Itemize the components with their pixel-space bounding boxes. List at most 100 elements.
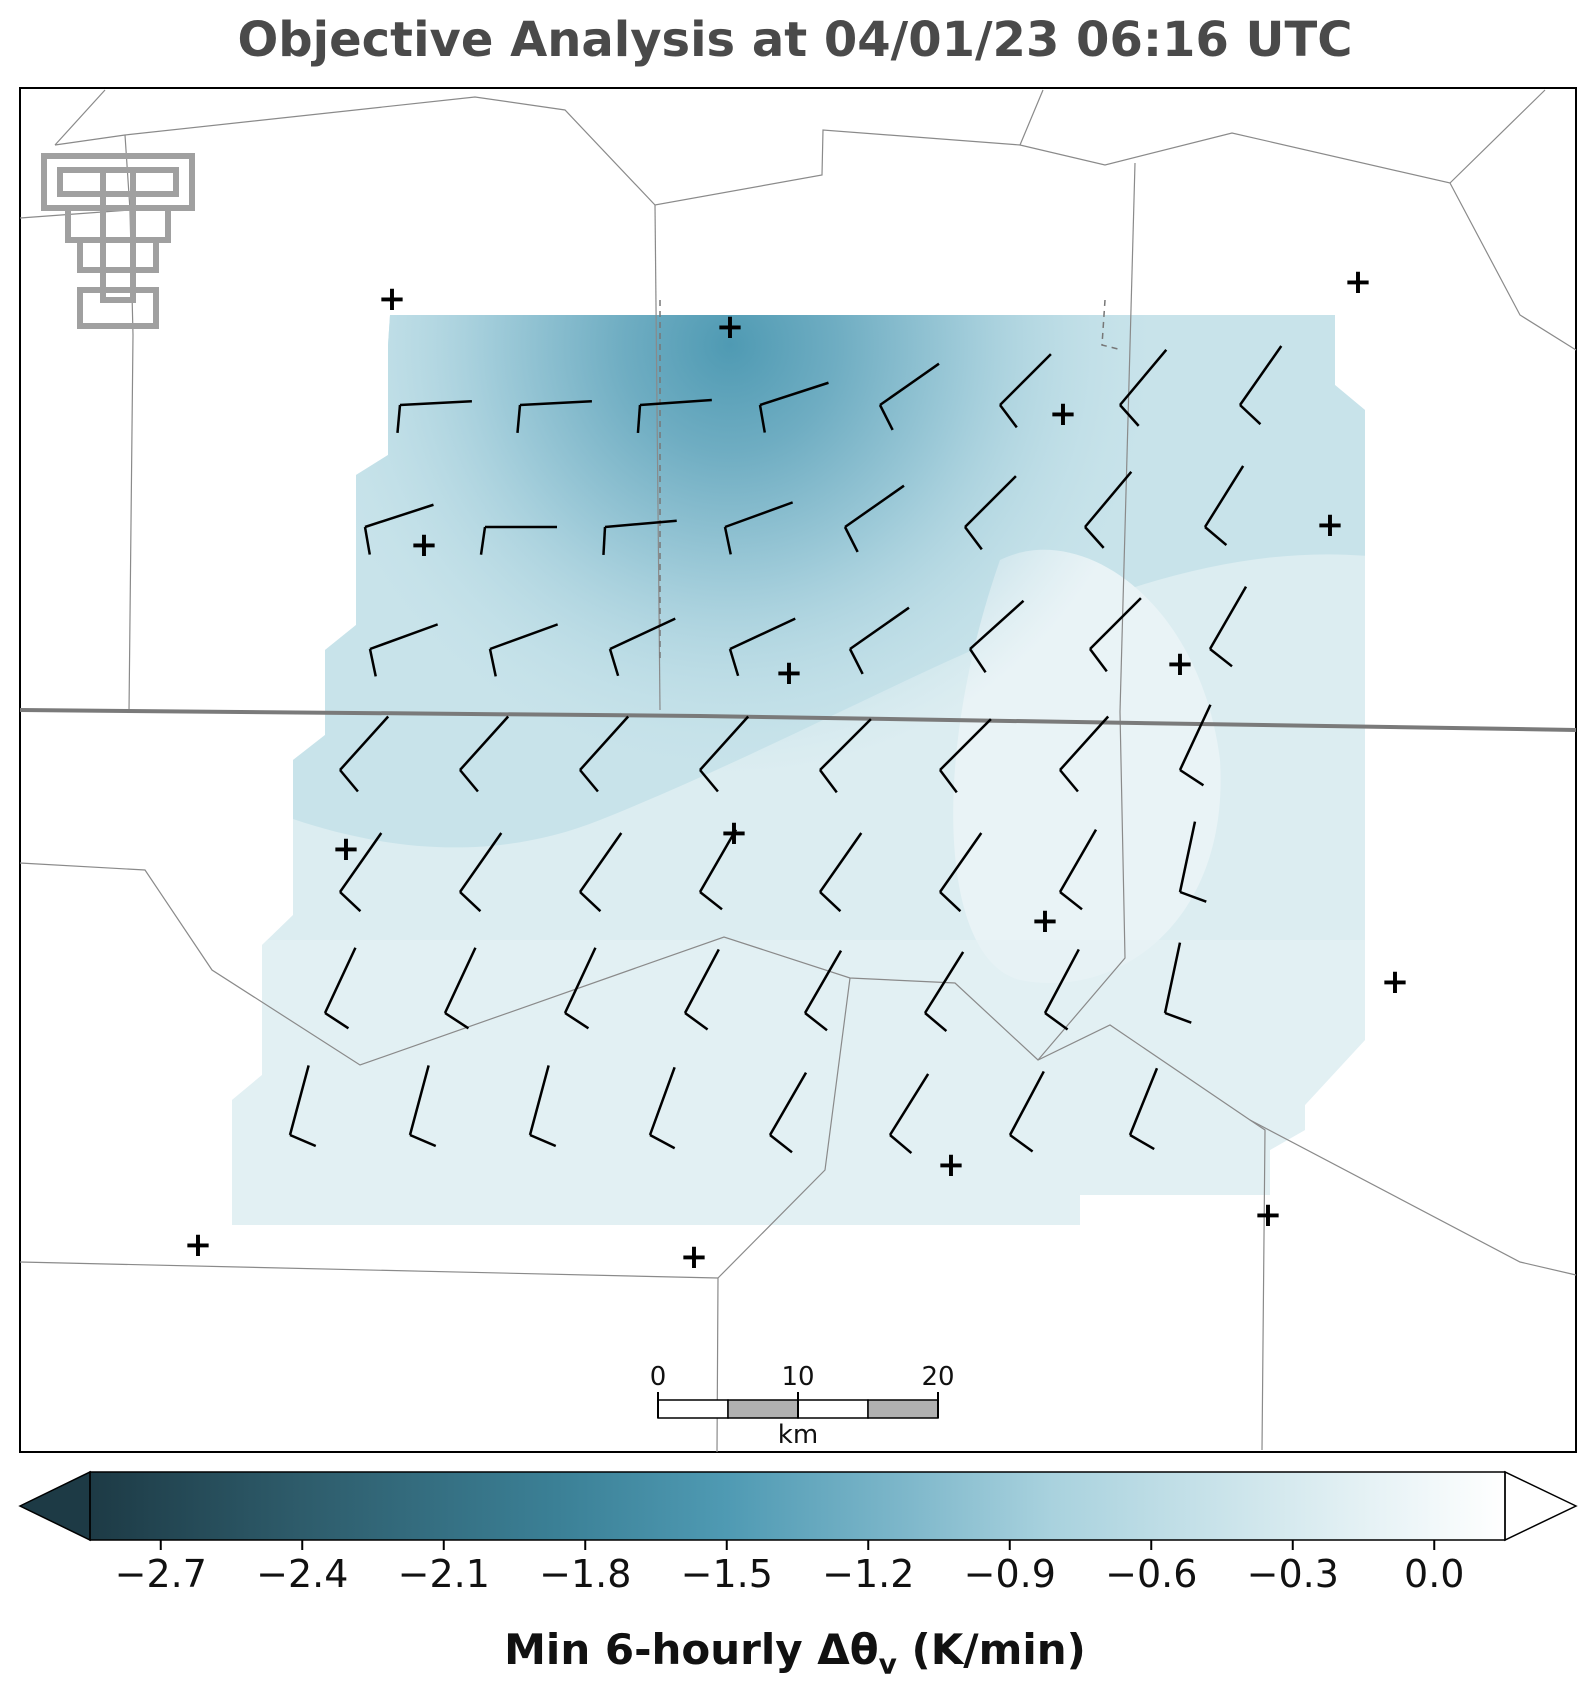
wind-barb	[683, 948, 720, 1031]
colorbar-tick-label: −1.2	[822, 1552, 915, 1596]
state-boundary	[19, 708, 1577, 732]
wind-barb	[699, 715, 750, 793]
colorbar-tick-label: −2.4	[256, 1552, 349, 1596]
station-marker: +	[1031, 901, 1060, 941]
wind-barb	[1163, 942, 1192, 1024]
wind-barb	[1178, 704, 1212, 787]
station-marker: +	[1254, 1195, 1283, 1235]
colorbar-label-unit: (K/min)	[896, 1625, 1086, 1674]
colorbar-extend-low	[18, 1470, 91, 1542]
station-marker: +	[1316, 505, 1345, 545]
station-marker: +	[1344, 262, 1373, 302]
wind-barb	[1084, 471, 1133, 549]
wind-barb	[938, 832, 983, 913]
scale-bar	[657, 1392, 939, 1419]
wind-barb	[723, 501, 794, 555]
wind-barb	[323, 947, 357, 1030]
wind-barb	[458, 832, 503, 913]
wind-barb	[443, 947, 477, 1030]
analysis-field	[232, 315, 1365, 1225]
station-marker: +	[716, 307, 745, 347]
wind-barb	[768, 1072, 808, 1154]
station-marker: +	[410, 525, 439, 565]
wind-barb	[938, 718, 992, 794]
wind-barb	[608, 617, 676, 677]
wind-barb	[459, 715, 510, 793]
wind-barb	[602, 519, 677, 556]
wind-barb	[1238, 345, 1283, 426]
station-marker: +	[720, 813, 749, 853]
scale-label-0: 0	[649, 1362, 667, 1392]
county-boundaries-dashed	[659, 299, 1123, 660]
wind-barb	[1203, 465, 1245, 547]
colorbar-label-sub: v	[878, 1647, 897, 1681]
colorbar-label-main: Min 6-hourly Δθ	[504, 1625, 879, 1674]
wind-barb	[843, 484, 905, 553]
station-marker: +	[937, 1145, 966, 1185]
wind-barb	[288, 1065, 317, 1148]
wind-barb	[968, 599, 1025, 673]
wind-barb	[1119, 349, 1168, 427]
scale-label-20: 20	[921, 1362, 955, 1392]
wind-barb	[488, 623, 559, 677]
colorbar-tick-label: 0.0	[1404, 1552, 1465, 1596]
station-marker: +	[378, 279, 407, 319]
wind-barb	[728, 617, 796, 677]
station-marker: +	[1381, 962, 1410, 1002]
wind-barb	[923, 951, 965, 1033]
wind-barb	[396, 399, 472, 433]
wind-barb	[1043, 948, 1080, 1031]
wind-barb	[758, 381, 829, 433]
wind-barb	[579, 715, 630, 793]
station-marker: +	[184, 1225, 213, 1265]
wind-barb	[1058, 829, 1098, 911]
wind-barb	[888, 1073, 930, 1155]
wind-barb	[339, 715, 390, 793]
colorbar-tick-label: −1.5	[680, 1552, 773, 1596]
colorbar-tick-label: −0.3	[1246, 1552, 1339, 1596]
station-marker: +	[1049, 394, 1078, 434]
wind-barb	[1059, 715, 1110, 793]
wind-barb	[1178, 821, 1207, 903]
wind-barb	[998, 353, 1052, 429]
wind-barb	[528, 1065, 557, 1148]
wind-barb	[479, 525, 557, 555]
wind-barb	[636, 398, 712, 434]
wind-barb	[578, 832, 623, 913]
colorbar-extend-high	[1504, 1470, 1578, 1542]
wind-barb	[363, 503, 434, 555]
wind-barb	[648, 1066, 676, 1150]
scale-unit-label: km	[777, 1420, 819, 1450]
scale-label-10: 10	[781, 1362, 815, 1392]
wind-barb	[698, 829, 738, 911]
station-marker: +	[680, 1237, 709, 1277]
wind-barbs	[288, 345, 1283, 1155]
colorbar	[18, 1470, 1578, 1550]
station-marker: +	[775, 653, 804, 693]
wind-barb	[338, 832, 383, 913]
colorbar-tick-label: −2.7	[114, 1552, 207, 1596]
wind-barb	[563, 947, 597, 1030]
colorbar-tick-label: −0.6	[1105, 1552, 1198, 1596]
colorbar-tick-label: −0.9	[963, 1552, 1056, 1596]
wind-barb	[1208, 586, 1248, 668]
wind-barb	[818, 718, 872, 794]
wind-barb	[963, 475, 1017, 551]
county-boundaries	[19, 89, 1577, 1453]
wind-barb	[1088, 597, 1142, 673]
wind-barb	[408, 1065, 437, 1148]
colorbar-label: Min 6-hourly Δθv (K/min)	[0, 1625, 1590, 1680]
station-marker: +	[332, 829, 361, 869]
wind-barb	[818, 832, 863, 913]
station-markers: + + + + + + + + + + + + + + + +	[184, 262, 1410, 1277]
wind-barb	[516, 399, 592, 433]
wind-barb	[848, 606, 910, 675]
colorbar-tick-label: −1.8	[539, 1552, 632, 1596]
station-marker: +	[1166, 644, 1195, 684]
colorbar-tick-label: −2.1	[397, 1552, 490, 1596]
wind-barb	[1128, 1067, 1159, 1151]
wind-barb	[878, 362, 940, 431]
wind-barb	[368, 623, 439, 677]
wind-barb	[1008, 1070, 1045, 1153]
